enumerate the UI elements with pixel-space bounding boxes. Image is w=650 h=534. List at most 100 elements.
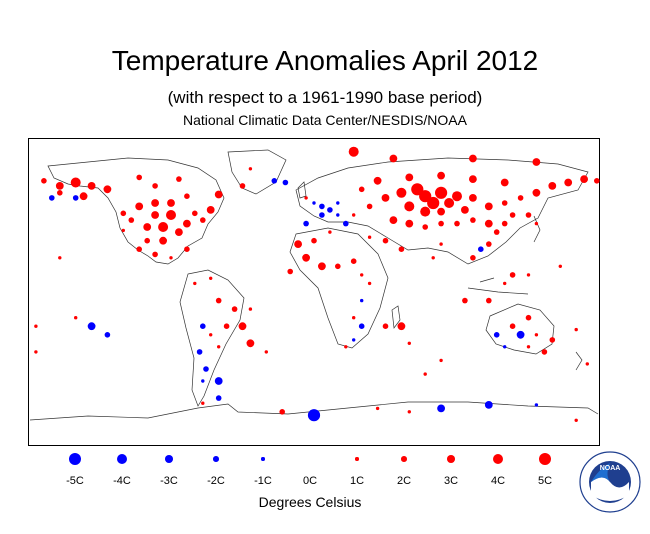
anomaly-dot xyxy=(405,173,414,182)
anomaly-dot xyxy=(34,324,38,328)
legend-label: 3C xyxy=(443,475,459,487)
anomaly-dot xyxy=(509,323,516,329)
legend-label: -4C xyxy=(113,475,131,487)
anomaly-dot xyxy=(307,409,321,422)
anomaly-dot xyxy=(549,337,556,343)
anomaly-dot xyxy=(437,207,445,216)
anomaly-dot xyxy=(484,202,493,211)
anomaly-dot xyxy=(493,229,500,235)
anomaly-dot xyxy=(319,212,325,218)
anomaly-dot xyxy=(532,158,541,166)
anomaly-dot xyxy=(287,268,294,275)
anomaly-dot xyxy=(367,235,372,239)
anomaly-dot xyxy=(74,316,78,320)
greenland-outline xyxy=(227,149,287,195)
anomaly-dot xyxy=(184,193,190,199)
anomaly-dot xyxy=(526,273,531,277)
anomaly-dot xyxy=(352,338,356,342)
anomaly-dot xyxy=(271,178,278,184)
anomaly-dot xyxy=(574,418,578,422)
anomaly-dot xyxy=(87,182,96,190)
legend-units: Degrees Celsius xyxy=(258,494,362,510)
anomaly-dot xyxy=(336,213,340,217)
anomaly-dot xyxy=(201,379,205,383)
anomaly-dot xyxy=(534,403,539,407)
north-america-outline xyxy=(47,157,225,265)
anomaly-dot xyxy=(215,395,222,401)
anomaly-dot xyxy=(525,314,532,321)
anomaly-dot xyxy=(136,246,142,252)
anomaly-dot xyxy=(360,298,364,303)
anomaly-dot xyxy=(389,216,398,224)
anomaly-dot xyxy=(470,255,476,261)
anomaly-dot xyxy=(49,195,55,201)
anomaly-dot xyxy=(382,323,389,329)
anomaly-dot xyxy=(381,194,390,202)
anomaly-dot xyxy=(526,345,531,349)
anomaly-dot xyxy=(120,210,127,217)
anomaly-dot xyxy=(516,330,525,339)
anomaly-dot xyxy=(200,217,206,223)
legend-swatch xyxy=(213,456,219,462)
anomaly-dot xyxy=(407,341,411,345)
anomaly-dot xyxy=(358,186,365,193)
anomaly-dot xyxy=(55,182,64,190)
anomaly-dot xyxy=(158,222,169,232)
anomaly-dot xyxy=(327,207,333,213)
anomaly-dot xyxy=(167,199,175,207)
legend-swatch xyxy=(447,455,455,463)
anomaly-dot xyxy=(404,201,415,212)
anomaly-dot xyxy=(135,202,144,211)
anomaly-dot xyxy=(41,178,47,184)
legend-label: -3C xyxy=(160,475,178,487)
data-source: National Climatic Data Center/NESDIS/NOA… xyxy=(183,112,467,128)
anomaly-dot xyxy=(439,242,443,246)
legend-label: -1C xyxy=(254,475,272,487)
anomaly-dot xyxy=(397,322,406,331)
anomaly-dot xyxy=(503,281,507,286)
anomaly-dot xyxy=(87,322,96,331)
anomaly-dot xyxy=(215,297,222,304)
anomaly-dot xyxy=(79,192,88,201)
anomaly-dot xyxy=(454,220,460,227)
anomaly-dot xyxy=(462,297,468,304)
anomaly-dot xyxy=(166,210,176,220)
anomaly-dot xyxy=(175,228,183,236)
anomaly-dot xyxy=(431,256,435,260)
anomaly-dot xyxy=(206,206,215,214)
anomaly-dot xyxy=(209,276,213,280)
anomaly-dot xyxy=(136,174,142,181)
africa-outline xyxy=(289,227,389,349)
anomaly-dot xyxy=(169,256,173,260)
anomaly-dot xyxy=(144,237,150,244)
anomaly-dot xyxy=(248,167,253,171)
anomaly-dot xyxy=(231,306,238,312)
legend-swatch xyxy=(538,452,552,466)
anomaly-dot xyxy=(525,212,532,218)
anomaly-dot xyxy=(239,183,246,189)
legend-label: 5C xyxy=(537,475,553,487)
anomaly-dot xyxy=(486,297,492,304)
anomaly-dot xyxy=(214,377,223,385)
anomaly-dot xyxy=(367,281,372,286)
anomaly-dot xyxy=(419,190,432,203)
anomaly-dot xyxy=(375,406,380,411)
anomaly-dot xyxy=(151,211,159,219)
anomaly-dot xyxy=(461,206,469,214)
britain-outline xyxy=(297,181,307,199)
anomaly-dot xyxy=(389,154,398,163)
anomaly-dot xyxy=(503,345,507,349)
anomaly-dot xyxy=(183,219,191,228)
anomaly-dot xyxy=(184,246,190,252)
anomaly-dot xyxy=(196,349,203,355)
legend-swatch xyxy=(355,457,359,461)
anomaly-dot xyxy=(382,237,389,244)
anomaly-dot xyxy=(302,253,310,262)
anomaly-dot xyxy=(214,190,223,199)
south-america-outline xyxy=(179,269,245,407)
noaa-logo-text: NOAA xyxy=(600,465,621,472)
anomaly-dots xyxy=(34,146,600,422)
anomaly-dot xyxy=(159,236,168,245)
anomaly-dot xyxy=(72,195,79,201)
anomaly-dot xyxy=(217,345,221,349)
